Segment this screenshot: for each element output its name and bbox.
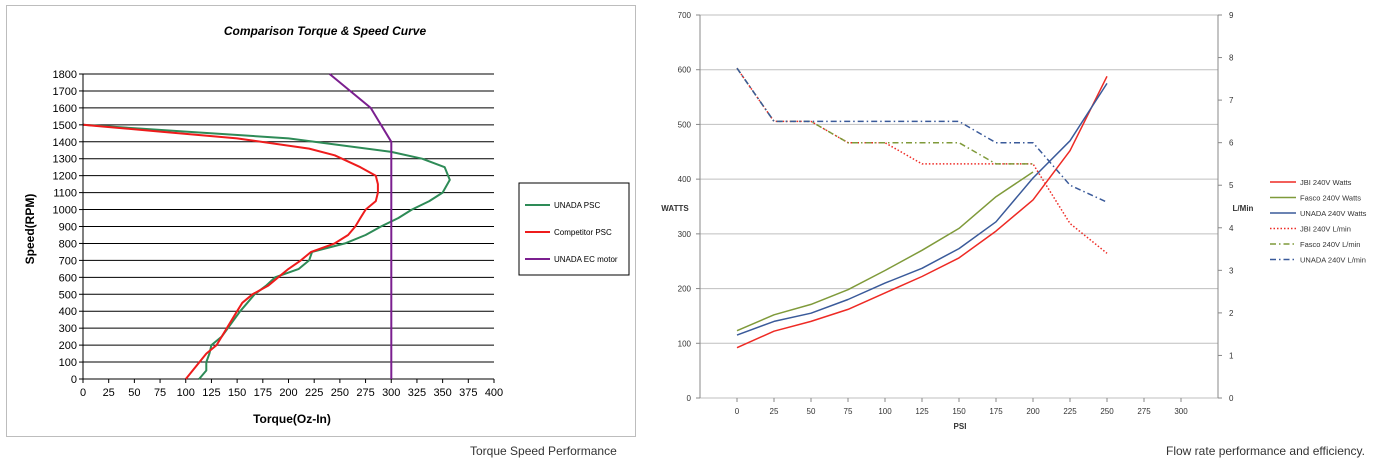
flow-rate-chart: 0 100 200 300 400 500 600 700 0 1 2 3 4 5 6 7 8 9 0 25 50 75 1… bbox=[661, 11, 1367, 431]
series-line bbox=[736, 171, 1034, 332]
y-tick-label: 200 bbox=[678, 285, 692, 294]
x-tick-label: 25 bbox=[770, 407, 779, 416]
x-tick-label: 125 bbox=[915, 407, 929, 416]
y-tick-label: 700 bbox=[59, 255, 77, 267]
series-line bbox=[736, 67, 1108, 203]
y-tick-label: 1700 bbox=[53, 86, 77, 98]
y2-tick-label: 7 bbox=[1229, 96, 1234, 105]
series-line bbox=[736, 82, 1108, 336]
x-tick-label: 325 bbox=[408, 387, 426, 399]
y-tick-label: 300 bbox=[678, 230, 692, 239]
x-tick-label: 175 bbox=[254, 387, 272, 399]
x-tick-label: 350 bbox=[433, 387, 451, 399]
x-tick-label: 225 bbox=[1063, 407, 1077, 416]
x-tick-label: 200 bbox=[279, 387, 297, 399]
x-tick-label: 75 bbox=[154, 387, 166, 399]
x-tick-label: 300 bbox=[382, 387, 400, 399]
y2-tick-label: 6 bbox=[1229, 139, 1234, 148]
x-tick-label: 275 bbox=[1137, 407, 1151, 416]
y-tick-label: 500 bbox=[678, 120, 692, 129]
y-tick-label: 1800 bbox=[53, 69, 77, 81]
legend-label: UNADA 240V Watts bbox=[1300, 209, 1367, 218]
flow-rate-chart-panel: 0 100 200 300 400 500 600 700 0 1 2 3 4 5 6 7 8 9 0 25 50 75 1… bbox=[645, 0, 1375, 440]
x-tick-label: 275 bbox=[356, 387, 374, 399]
x-tick-label: 0 bbox=[80, 387, 86, 399]
x-tick-label: 100 bbox=[878, 407, 892, 416]
caption-flow-rate: Flow rate performance and efficiency. bbox=[1166, 444, 1365, 458]
x-tick-label: 375 bbox=[459, 387, 477, 399]
y-tick-label: 200 bbox=[59, 340, 77, 352]
y-tick-label: 0 bbox=[687, 394, 692, 403]
legend-label: UNADA PSC bbox=[554, 201, 600, 210]
y-tick-label: 500 bbox=[59, 289, 77, 301]
x-tick-label: 50 bbox=[128, 387, 140, 399]
legend-label: Fasco 240V L/min bbox=[1300, 240, 1360, 249]
legend-label: JBI 240V Watts bbox=[1300, 178, 1352, 187]
legend: JBI 240V Watts Fasco 240V Watts UNADA 240V… bbox=[1270, 178, 1367, 265]
y2-tick-label: 8 bbox=[1229, 54, 1234, 63]
x-tick-label: 225 bbox=[305, 387, 323, 399]
series-line bbox=[328, 73, 393, 379]
y-tick-label: 1200 bbox=[53, 171, 77, 183]
torque-speed-chart: Comparison Torque & Speed Curve 0 100 200 3… bbox=[23, 24, 630, 426]
x-tick-label: 150 bbox=[952, 407, 966, 416]
y-axis-label: Speed(RPM) bbox=[23, 194, 37, 265]
y-tick-label: 300 bbox=[59, 323, 77, 335]
y-tick-label: 400 bbox=[59, 306, 77, 318]
x-tick-label: 300 bbox=[1174, 407, 1188, 416]
x-axis-label: Torque(Oz-In) bbox=[253, 412, 331, 426]
y-tick-label: 100 bbox=[678, 339, 692, 348]
x-tick-label: 75 bbox=[844, 407, 853, 416]
y-tick-label: 1300 bbox=[53, 154, 77, 166]
y2-tick-label: 5 bbox=[1229, 181, 1234, 190]
series-line bbox=[82, 123, 379, 380]
series-line bbox=[736, 67, 1033, 165]
y2-tick-label: 1 bbox=[1229, 351, 1234, 360]
y-tick-label: 1100 bbox=[53, 188, 77, 200]
x-tick-label: 100 bbox=[177, 387, 195, 399]
y2-tick-label: 2 bbox=[1229, 309, 1234, 318]
x-tick-label: 250 bbox=[331, 387, 349, 399]
legend-label: Competitor PSC bbox=[554, 228, 612, 237]
x-axis-label: PSI bbox=[954, 422, 967, 431]
y-tick-label: 900 bbox=[59, 222, 77, 234]
y-tick-label: 600 bbox=[678, 66, 692, 75]
y-tick-label: 1500 bbox=[53, 120, 77, 132]
x-tick-label: 200 bbox=[1026, 407, 1040, 416]
legend-label: Fasco 240V Watts bbox=[1300, 194, 1361, 203]
x-tick-label: 400 bbox=[485, 387, 503, 399]
y2-tick-label: 4 bbox=[1229, 224, 1234, 233]
y-tick-label: 1600 bbox=[53, 103, 77, 115]
y-axis-label: WATTS bbox=[661, 204, 689, 213]
series-line bbox=[736, 67, 1108, 254]
legend-label: JBI 240V L/min bbox=[1300, 225, 1351, 234]
x-tick-label: 50 bbox=[807, 407, 816, 416]
y-tick-label: 1000 bbox=[53, 205, 77, 217]
legend-label: UNADA 240V L/min bbox=[1300, 256, 1366, 265]
y2-tick-label: 0 bbox=[1229, 394, 1234, 403]
y-tick-label: 1400 bbox=[53, 137, 77, 149]
x-tick-label: 125 bbox=[202, 387, 220, 399]
y2-tick-label: 9 bbox=[1229, 11, 1234, 20]
y-tick-label: 700 bbox=[678, 11, 692, 20]
legend: UNADA PSC Competitor PSC UNADA EC motor bbox=[518, 182, 630, 276]
x-tick-label: 250 bbox=[1100, 407, 1114, 416]
x-tick-label: 25 bbox=[103, 387, 115, 399]
legend-label: UNADA EC motor bbox=[554, 255, 618, 264]
chart-title: Comparison Torque & Speed Curve bbox=[224, 24, 427, 38]
series-line bbox=[736, 75, 1108, 349]
y-tick-label: 800 bbox=[59, 238, 77, 250]
x-tick-label: 0 bbox=[735, 407, 740, 416]
x-tick-label: 175 bbox=[989, 407, 1003, 416]
y-tick-label: 400 bbox=[678, 175, 692, 184]
y2-tick-label: 3 bbox=[1229, 266, 1234, 275]
series-line bbox=[82, 123, 451, 380]
x-tick-label: 150 bbox=[228, 387, 246, 399]
y-tick-label: 600 bbox=[59, 272, 77, 284]
torque-speed-chart-panel: Comparison Torque & Speed Curve 0 100 200 3… bbox=[6, 5, 636, 437]
y-tick-label: 0 bbox=[71, 374, 77, 386]
y2-axis-label: L/Min bbox=[1233, 204, 1254, 213]
y-tick-label: 100 bbox=[59, 357, 77, 369]
caption-torque-speed: Torque Speed Performance bbox=[470, 444, 617, 458]
